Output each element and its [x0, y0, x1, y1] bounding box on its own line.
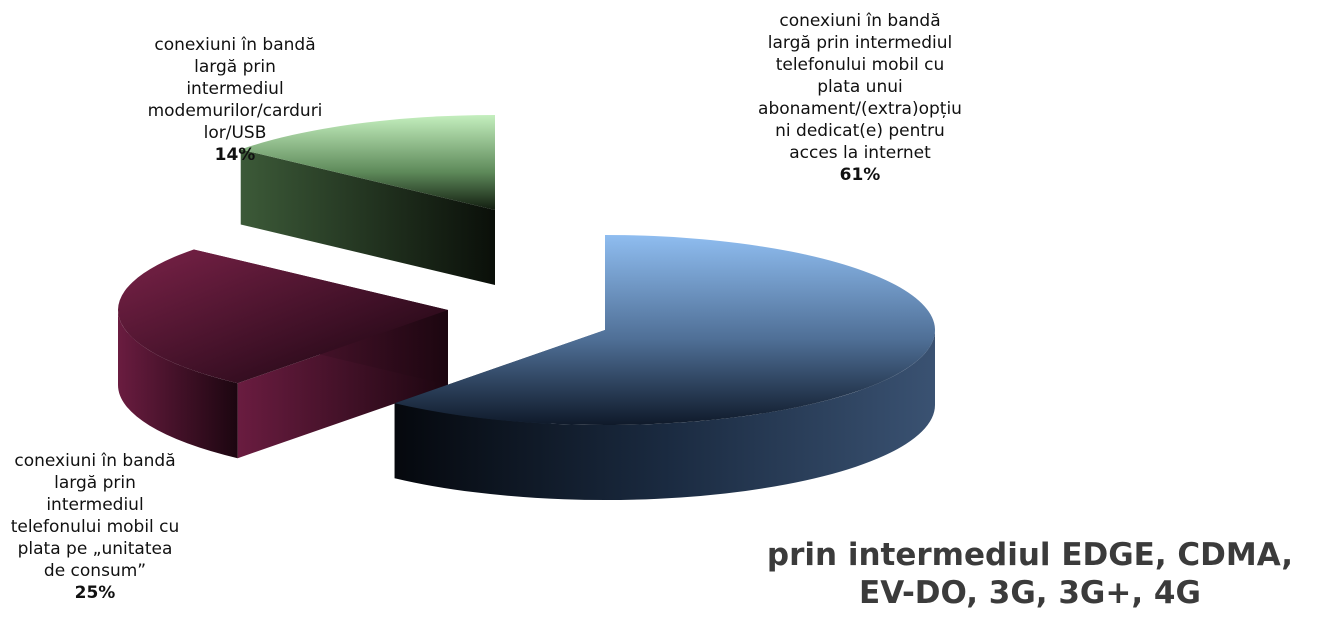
- pie-slice-mobile-pay-per-use: [117, 249, 449, 459]
- slice-label-line: ni dedicat(e) pentru: [775, 121, 945, 141]
- pie-slice-modem-usb: [240, 115, 495, 285]
- slice-outer-wall: [394, 330, 935, 501]
- slice-label-line: abonament/(extra)opțiu: [758, 99, 962, 119]
- slice-label-line: modemurilor/carduri: [147, 101, 323, 121]
- slice-label-modem-usb: conexiuni în bandă largă prin intermediul m…: [110, 34, 360, 166]
- slice-top-face: [117, 249, 449, 384]
- slice-label-line: acces la internet: [789, 143, 931, 163]
- slice-label-line: plata pe „unitatea: [17, 539, 173, 559]
- slice-label-line: largă prin: [54, 473, 136, 493]
- slice-label-line: conexiuni în bandă: [14, 451, 176, 471]
- slice-label-line: conexiuni în bandă: [154, 35, 316, 55]
- slice-label-mobile-pay-per-use: conexiuni în bandă largă prin intermediul t…: [0, 450, 200, 604]
- slice-label-line: de consum”: [43, 561, 147, 581]
- footnote-line-1: prin intermediul EDGE, CDMA,: [766, 537, 1294, 573]
- slice-label-mobile-subscription: conexiuni în bandă largă prin intermediul…: [700, 10, 1020, 186]
- slice-value-label: 25%: [74, 583, 116, 603]
- slice-label-line: conexiuni în bandă: [779, 11, 941, 31]
- slice-value-label: 14%: [214, 145, 256, 165]
- pie-slice-mobile-subscription: [394, 235, 935, 501]
- slice-label-line: intermediul: [46, 495, 144, 515]
- slice-top-face: [240, 115, 495, 210]
- slice-label-line: intermediul: [186, 79, 284, 99]
- slice-inner-wall: [240, 149, 495, 285]
- slice-value-label: 61%: [839, 165, 881, 185]
- slice-label-line: telefonului mobil cu: [775, 55, 945, 75]
- slice-label-line: lor/USB: [203, 123, 267, 143]
- slice-top-face: [394, 235, 935, 425]
- footnote-text: prin intermediul EDGE, CDMA, EV-DO, 3G, …: [730, 536, 1324, 612]
- slice-label-line: plata unui: [817, 77, 903, 97]
- slice-label-line: largă prin intermediul: [767, 33, 953, 53]
- slice-label-line: telefonului mobil cu: [10, 517, 180, 537]
- slice-label-line: largă prin: [194, 57, 276, 77]
- slice-outer-wall: [118, 310, 238, 459]
- footnote-line-2: EV-DO, 3G, 3G+, 4G: [859, 575, 1201, 611]
